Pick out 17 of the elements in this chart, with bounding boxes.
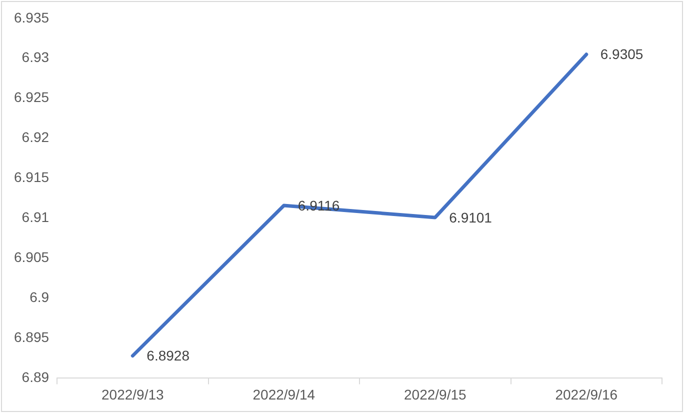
data-label: 6.9101 <box>449 209 492 226</box>
y-tick-label: 6.91 <box>22 209 50 226</box>
y-tick-label: 6.93 <box>22 49 50 66</box>
x-tick-label: 2022/9/14 <box>252 386 316 402</box>
x-tick-label: 2022/9/15 <box>404 386 466 402</box>
data-label: 6.8928 <box>146 348 190 364</box>
y-tick-label: 6.915 <box>14 169 50 186</box>
y-tick-label: 6.905 <box>14 249 50 266</box>
y-tick-label: 6.92 <box>22 129 50 146</box>
y-tick-label: 6.935 <box>14 9 50 26</box>
y-tick-label: 6.895 <box>14 329 50 346</box>
y-tick-label: 6.89 <box>22 369 50 386</box>
y-tick-label: 6.9 <box>30 289 50 306</box>
y-tick-label: 6.925 <box>14 89 50 106</box>
x-tick-label: 2022/9/16 <box>555 386 618 402</box>
data-label: 6.9305 <box>600 46 644 62</box>
x-tick-label: 2022/9/13 <box>102 386 164 402</box>
